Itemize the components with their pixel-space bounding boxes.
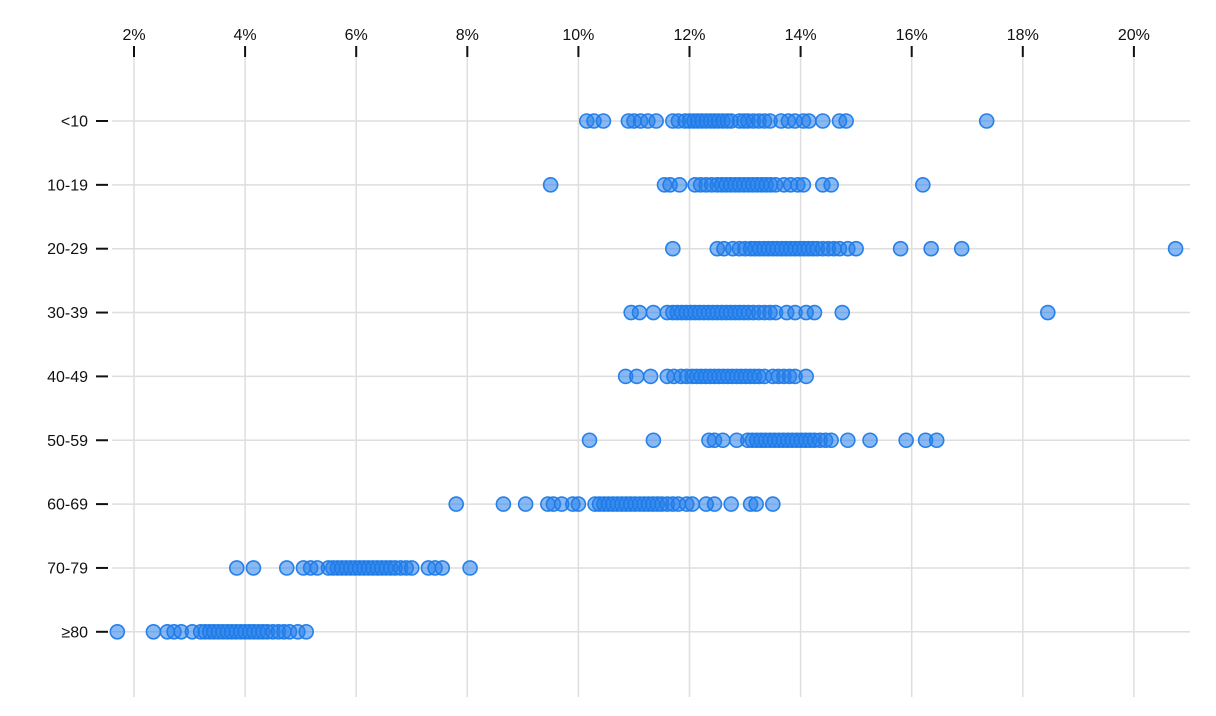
y-axis-label: 20-29 — [47, 241, 88, 258]
y-axis-label: 10-19 — [47, 177, 88, 194]
y-axis-label: ≥80 — [61, 624, 88, 641]
x-tick-label: 4% — [234, 27, 257, 44]
data-point — [570, 496, 587, 512]
data-point — [1039, 304, 1056, 321]
data-point — [823, 432, 839, 449]
data-point — [748, 496, 764, 512]
data-point — [665, 240, 681, 257]
y-axis-label: <10 — [61, 114, 88, 131]
data-point — [706, 496, 723, 512]
x-tick-label: 14% — [785, 27, 817, 44]
y-axis-label: 70-79 — [47, 560, 88, 577]
data-point — [109, 623, 126, 640]
data-point — [145, 623, 162, 640]
data-point — [278, 560, 295, 576]
data-point — [642, 368, 659, 385]
data-point — [953, 240, 970, 257]
data-point — [403, 560, 420, 576]
data-point — [462, 560, 478, 576]
data-point — [840, 432, 856, 449]
data-point — [892, 240, 909, 257]
x-tick-label: 16% — [896, 27, 928, 44]
y-axis-label: 60-69 — [47, 497, 88, 514]
data-point — [765, 496, 781, 512]
data-point — [815, 113, 831, 129]
data-point — [928, 432, 945, 449]
data-point — [723, 496, 739, 512]
data-point — [245, 560, 262, 576]
data-point — [542, 177, 559, 193]
x-tick-label: 18% — [1007, 27, 1039, 44]
data-point — [978, 113, 995, 129]
y-axis-label: 50-59 — [47, 433, 88, 450]
data-point — [298, 623, 315, 640]
data-point — [1167, 240, 1184, 257]
x-tick-label: 2% — [122, 27, 145, 44]
data-point — [806, 304, 823, 321]
data-point — [671, 177, 688, 193]
data-point — [434, 560, 451, 576]
data-point — [862, 432, 878, 449]
x-tick-label: 6% — [345, 27, 368, 44]
data-point — [848, 240, 864, 257]
y-axis-label: 30-39 — [47, 305, 88, 322]
data-point — [838, 113, 854, 129]
data-point — [684, 496, 701, 512]
x-tick-label: 12% — [673, 27, 705, 44]
data-point — [228, 560, 245, 576]
data-point — [517, 496, 534, 512]
data-point — [923, 240, 939, 257]
data-point — [834, 304, 851, 321]
data-point — [495, 496, 512, 512]
data-point — [801, 113, 817, 129]
data-point — [648, 113, 664, 129]
data-point — [915, 177, 931, 193]
data-point — [798, 368, 814, 385]
data-point — [645, 304, 662, 321]
x-tick-label: 10% — [562, 27, 594, 44]
data-point — [448, 496, 464, 512]
data-point — [898, 432, 914, 449]
data-point — [628, 368, 645, 385]
data-point — [645, 432, 662, 449]
x-tick-label: 20% — [1118, 27, 1150, 44]
data-point — [715, 432, 731, 449]
data-point — [581, 432, 598, 449]
y-axis-label: 40-49 — [47, 369, 88, 386]
data-point — [795, 177, 812, 193]
x-tick-label: 8% — [456, 27, 479, 44]
data-point — [595, 113, 612, 129]
data-point — [631, 304, 648, 321]
data-point — [823, 177, 839, 193]
